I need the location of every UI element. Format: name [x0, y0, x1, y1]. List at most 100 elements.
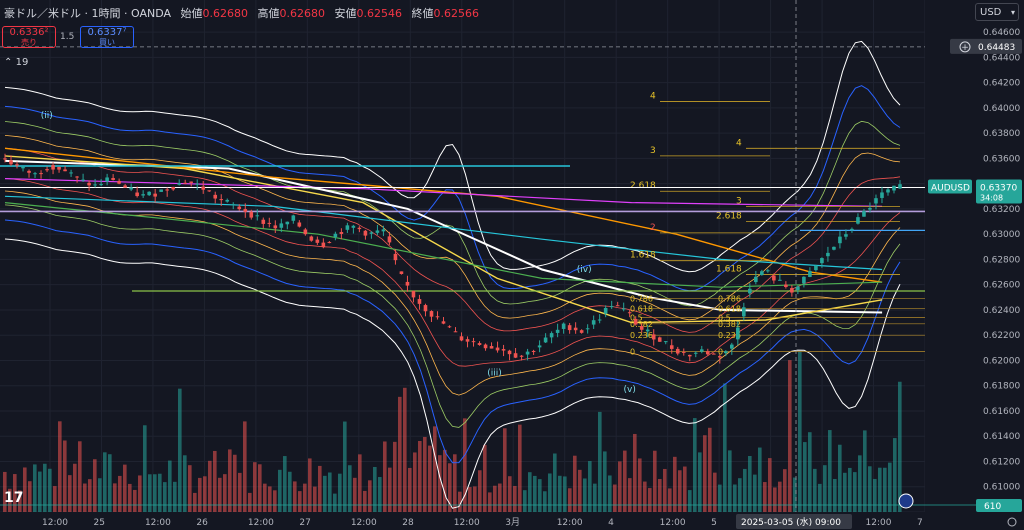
volume-bar — [588, 461, 592, 512]
sell-price: 0.6336² — [9, 27, 49, 38]
volume-bar — [133, 489, 137, 512]
volume-bar — [743, 468, 747, 512]
candle-body — [261, 219, 266, 224]
volume-bar — [718, 484, 722, 512]
volume-bar — [63, 440, 67, 512]
volume-bar — [803, 442, 807, 512]
candle-body — [736, 327, 740, 340]
candle-body — [573, 327, 578, 331]
candle-body — [429, 311, 434, 317]
volume-bar — [883, 467, 887, 512]
volume-bar — [773, 487, 777, 512]
volume-bar — [868, 466, 872, 512]
candle-body — [495, 347, 500, 351]
candle-body — [603, 307, 608, 314]
volume-bar — [613, 484, 617, 512]
volume-bar — [543, 491, 547, 512]
volume-bar — [838, 444, 842, 512]
candle-body — [441, 321, 446, 324]
candle-body — [453, 331, 458, 333]
crosshair-time-label — [736, 514, 852, 529]
candle-body — [784, 284, 788, 287]
volume-bar — [688, 490, 692, 512]
volume-bar — [228, 449, 232, 512]
volume-bar — [398, 396, 402, 512]
volume-bar — [113, 483, 117, 512]
buy-button[interactable]: 0.6337⁷ 買い — [80, 26, 134, 48]
candle-body — [279, 223, 284, 228]
fib-label-left: 2.618 — [630, 181, 656, 191]
volume-bar — [713, 472, 717, 512]
volume-bar — [603, 451, 607, 512]
fib-label-left: 1.618 — [630, 251, 656, 261]
candle-body — [681, 351, 686, 353]
volume-bar — [558, 475, 562, 512]
volume-bar — [433, 426, 437, 512]
candle-body — [507, 350, 512, 355]
volume-bar — [18, 490, 22, 512]
volume-bar — [128, 483, 132, 512]
price-tick: 0.63200 — [983, 205, 1020, 215]
candle-body — [21, 166, 25, 169]
volume-bar — [293, 481, 297, 512]
candle-body — [886, 189, 890, 193]
volume-bar — [418, 441, 422, 512]
volume-bar — [758, 447, 762, 512]
volume-bar — [733, 484, 737, 512]
candle-body — [585, 328, 590, 330]
volume-bar — [173, 481, 177, 512]
candle-body — [417, 299, 422, 304]
band-line — [4, 190, 901, 396]
candle-body — [856, 217, 860, 224]
symbol-badge — [928, 179, 972, 194]
candle-body — [465, 339, 470, 342]
high-value: 0.62680 — [279, 7, 326, 20]
volume-bar — [823, 465, 827, 512]
candle-body — [183, 182, 188, 184]
band-line — [4, 219, 901, 464]
fib-label-right: 1.618 — [716, 265, 742, 275]
crosshair-time: 2025-03-05 (水) 09:00 — [741, 516, 841, 528]
volume-bar — [533, 475, 537, 512]
price-tick: 0.61000 — [983, 483, 1020, 493]
candle-body — [772, 275, 776, 281]
candle-body — [808, 271, 812, 277]
candle-body — [15, 164, 19, 166]
candle-body — [898, 184, 902, 189]
volume-bar — [363, 490, 367, 512]
close-label: 終値 — [411, 7, 434, 20]
candle-body — [645, 329, 650, 332]
volume-bar — [483, 444, 487, 512]
band-line — [4, 147, 901, 333]
volume-bar — [193, 492, 197, 512]
candle-body — [195, 183, 200, 185]
currency-dropdown[interactable]: USD ▾ — [975, 3, 1019, 21]
candle-body — [273, 225, 278, 229]
volume-bar — [148, 474, 152, 512]
indicator-toggle[interactable]: ⌃ 19 — [4, 57, 28, 68]
volume-bar — [188, 465, 192, 512]
fib-small-right: 0 — [718, 348, 723, 357]
crosshair-price: 0.64483 — [978, 43, 1015, 53]
volume-bar — [218, 477, 222, 512]
candle-body — [754, 276, 758, 283]
candle-body — [369, 232, 374, 234]
candle-body — [105, 177, 109, 182]
volume-bar — [648, 488, 652, 512]
sell-button[interactable]: 0.6336² 売り — [2, 26, 56, 48]
candle-body — [748, 288, 752, 294]
candle-body — [99, 184, 103, 186]
time-tick: 7 — [917, 518, 923, 528]
volume-bar — [303, 483, 307, 512]
price-tick: 0.64600 — [983, 28, 1020, 38]
candle-body — [543, 337, 548, 343]
candle-body — [832, 246, 836, 250]
candle-body — [447, 326, 452, 328]
fib-small-left: 0.236 — [630, 331, 653, 340]
candle-body — [627, 312, 632, 314]
price-tick: 0.64000 — [983, 104, 1020, 114]
price-tick: 0.61800 — [983, 382, 1020, 392]
symbol-label: AUDUSD — [931, 183, 970, 193]
